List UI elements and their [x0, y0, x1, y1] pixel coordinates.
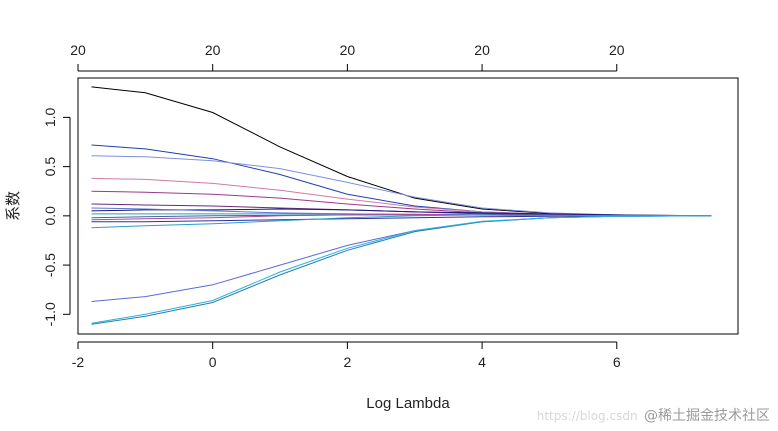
series-line-14 [91, 215, 712, 302]
y-tick-label: -1.0 [42, 302, 58, 326]
x-tick-label: 0 [209, 354, 217, 370]
series-line-15 [91, 215, 712, 325]
series-line-13 [91, 214, 712, 229]
x-tick-label: -2 [72, 354, 85, 370]
series-line-12 [91, 215, 712, 223]
top-tick-label: 20 [340, 42, 356, 58]
top-tick-label: 20 [205, 42, 221, 58]
top-tick-label: 20 [70, 42, 86, 58]
y-axis-label: 系数 [5, 191, 22, 221]
top-tick-label: 20 [474, 42, 490, 58]
series-line-16 [91, 215, 712, 324]
top-axis: 20 20 20 20 20 [70, 42, 625, 72]
watermark: https://blog.csdn @稀土掘金技术社区 [537, 405, 770, 425]
series-line-1 [91, 86, 712, 217]
watermark-url: https://blog.csdn [536, 409, 638, 423]
top-tick-label: 20 [609, 42, 625, 58]
x-tick-label: 2 [343, 354, 351, 370]
left-axis: -1.0 -0.5 0.0 0.5 1.0 [42, 107, 71, 326]
x-tick-label: 4 [478, 354, 486, 370]
series-layer [91, 86, 712, 325]
y-tick-label: 1.0 [42, 107, 58, 127]
watermark-text: @稀土掘金技术社区 [644, 408, 770, 424]
y-tick-label: -0.5 [42, 253, 58, 277]
series-line-3 [91, 155, 712, 217]
bottom-axis: -2 0 2 4 6 [72, 341, 621, 370]
x-axis-label: Log Lambda [366, 395, 450, 412]
y-tick-label: 0.5 [42, 157, 58, 177]
plot-frame [77, 77, 739, 335]
x-tick-label: 6 [613, 354, 621, 370]
y-tick-label: 0.0 [42, 206, 58, 226]
